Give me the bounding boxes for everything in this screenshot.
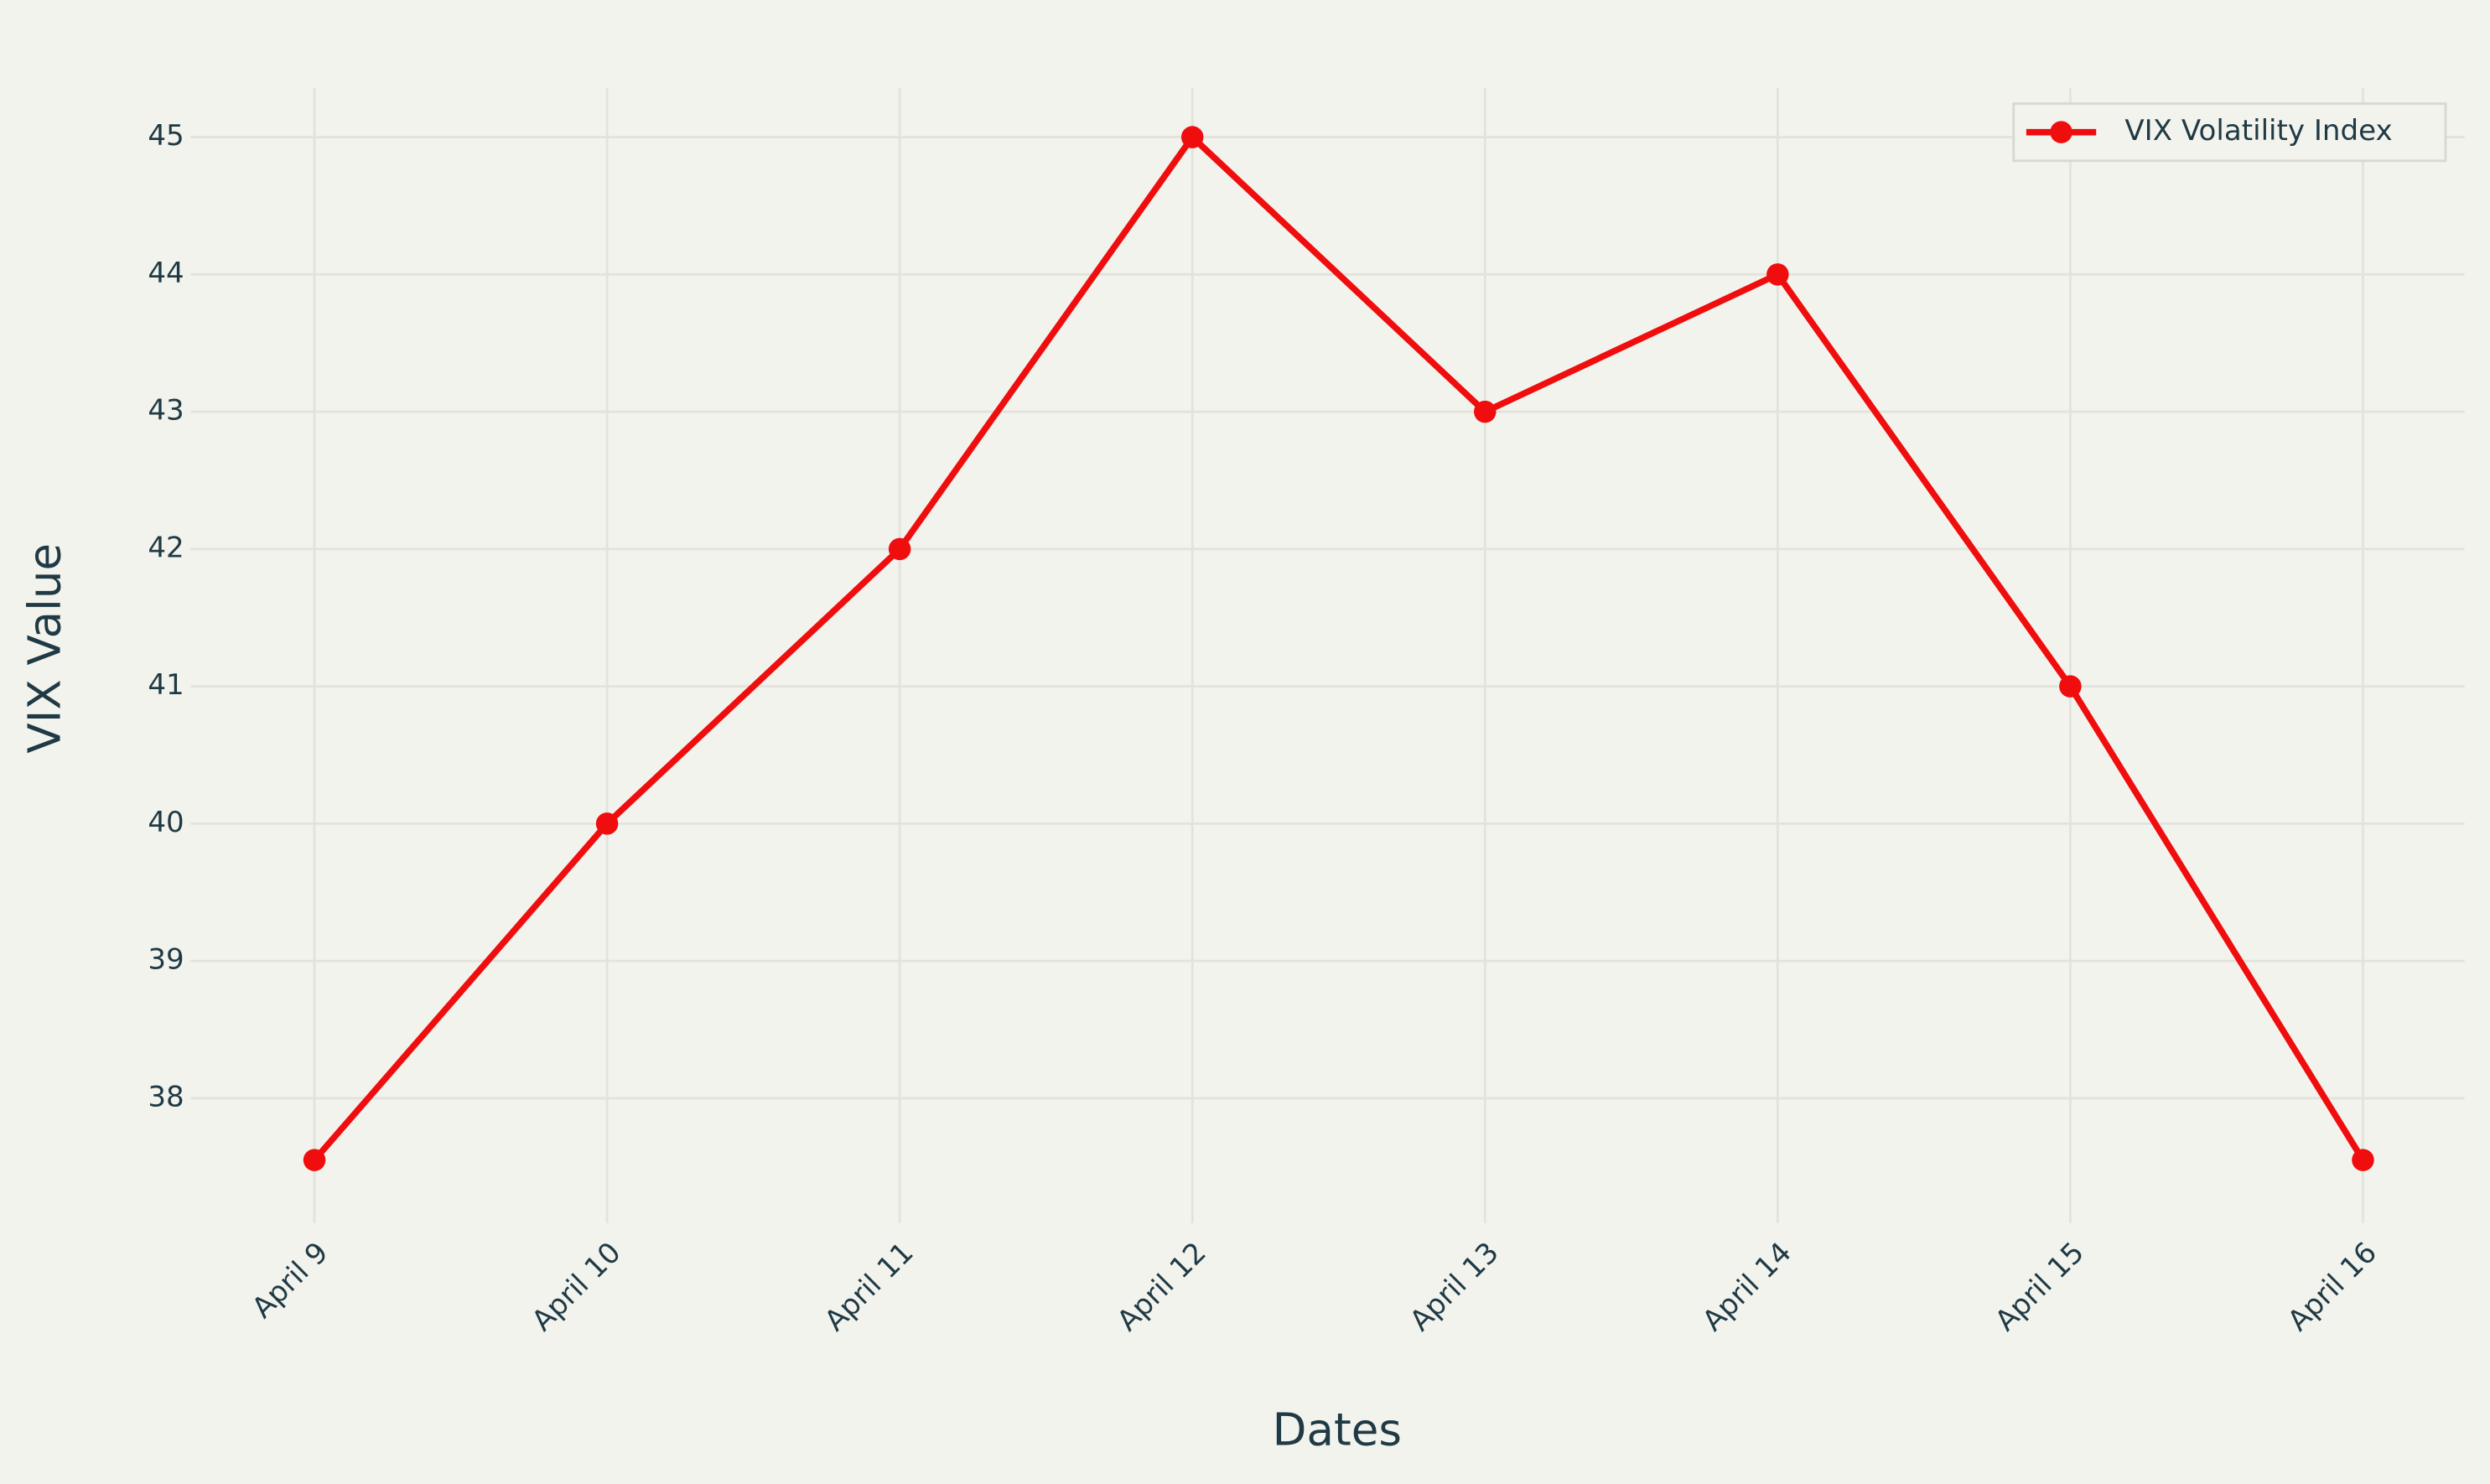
legend-marker — [2050, 121, 2072, 143]
point — [595, 812, 619, 835]
x-axis-title: Dates — [1273, 1404, 1402, 1456]
y-tick-label: 38 — [148, 1080, 184, 1113]
point — [1180, 126, 1204, 148]
y-tick-label: 41 — [148, 668, 184, 702]
legend: VIX Volatility Index — [2012, 102, 2447, 163]
legend-box — [2012, 102, 2447, 163]
y-tick-label: 44 — [148, 257, 184, 290]
point — [888, 537, 911, 561]
y-tick-label: 40 — [148, 806, 184, 839]
line — [312, 133, 2366, 1163]
point — [2059, 675, 2082, 698]
point — [303, 1149, 326, 1171]
point — [1766, 263, 1789, 286]
legend-label: VIX Volatility Index — [2124, 114, 2392, 148]
y-tick-label: 42 — [148, 531, 184, 564]
y-tick-label: 39 — [148, 943, 184, 977]
point — [2352, 1149, 2374, 1171]
y-tick-label: 45 — [148, 119, 184, 153]
y-axis-title: VIX Value — [18, 543, 70, 754]
y-tick-label: 43 — [148, 394, 184, 428]
point — [1474, 400, 1497, 423]
